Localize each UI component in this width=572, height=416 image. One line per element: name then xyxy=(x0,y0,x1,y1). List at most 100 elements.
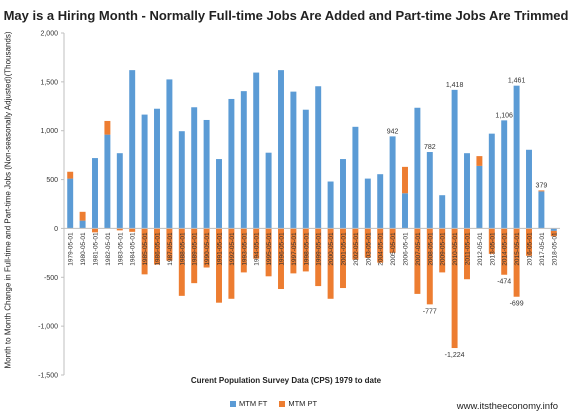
bar-pt xyxy=(203,228,210,268)
bar-pt xyxy=(464,228,470,280)
labels-group: 942 782 -777 1,418 -1,224 1,106 -474 1,461 -699 3… xyxy=(387,78,548,359)
bar-ft xyxy=(476,165,483,229)
bar-pt xyxy=(240,228,247,273)
bar-ft xyxy=(352,126,359,229)
legend-swatch-pt xyxy=(279,400,286,407)
y-tick-label: -1,500 xyxy=(38,373,58,380)
bar-pt xyxy=(216,228,222,303)
bar-ft xyxy=(104,134,111,229)
legend-swatch-ft xyxy=(230,400,236,407)
chart-title: May is a Hiring Month - Normally Full-ti… xyxy=(3,8,569,23)
bar-pt xyxy=(501,228,508,275)
x-tick-label: 2000-05-01 xyxy=(328,232,335,266)
bar-pt xyxy=(402,166,408,194)
bar-pt xyxy=(340,228,346,289)
bar-ft xyxy=(240,91,247,229)
x-tick-label: 2002-05-01 xyxy=(353,232,360,266)
data-label: 1,418 xyxy=(446,82,464,89)
x-tick-label: 2015-05-01 xyxy=(514,232,521,266)
x-tick-label: 1998-05-01 xyxy=(303,232,310,266)
x-tick-label: 1990-05-01 xyxy=(204,232,211,266)
x-tick-label: 1988-05-01 xyxy=(179,232,186,266)
x-tick-label: 2011-05-01 xyxy=(465,232,472,265)
x-tick-label: 2013-05-01 xyxy=(489,232,496,266)
bar-pt xyxy=(265,228,272,277)
x-tick-label: 1986-05-01 xyxy=(155,232,162,266)
y-tick-label: 0 xyxy=(54,226,58,233)
x-tick-label: 1995-05-01 xyxy=(266,232,273,266)
bar-ft xyxy=(513,85,520,229)
legend-label-ft: MTM FT xyxy=(239,399,268,408)
bar-ft xyxy=(191,107,198,229)
bar-pt xyxy=(290,228,297,274)
bar-ft xyxy=(92,158,98,229)
bar-ft xyxy=(451,89,458,229)
bar-pt xyxy=(488,228,495,254)
bar-ft xyxy=(488,133,495,229)
bar-pt xyxy=(513,228,520,297)
bar-pt xyxy=(377,228,384,263)
bar-pt xyxy=(67,171,74,179)
bar-pt xyxy=(439,228,446,273)
bar-ft xyxy=(265,152,272,229)
x-tick-label: 1996-05-01 xyxy=(279,232,286,266)
x-tick-label: 1991-05-01 xyxy=(217,232,224,266)
bar-ft xyxy=(538,191,545,229)
x-tick-label: 1985-05-01 xyxy=(142,232,149,266)
data-label: -1,224 xyxy=(445,352,465,359)
legend-item-ft: MTM FT xyxy=(230,399,267,408)
bar-pt xyxy=(166,228,173,261)
bar-ft xyxy=(67,178,74,229)
x-tick-label: 2004-05-01 xyxy=(378,232,385,266)
x-tick-label: 2016-05-01 xyxy=(527,232,534,266)
x-tick-label: 2009-05-01 xyxy=(440,232,447,266)
x-tick-label: 2018-05-01 xyxy=(551,232,558,266)
y-tick-label: -1,000 xyxy=(38,324,58,331)
bar-ft xyxy=(253,72,260,229)
x-tick-label: 1982-05-01 xyxy=(105,232,112,266)
data-label: -699 xyxy=(510,301,524,308)
x-tick-label: 2003-05-01 xyxy=(365,232,372,266)
x-tick-label: 2014-05-01 xyxy=(502,232,509,266)
bar-pt xyxy=(476,156,483,166)
bar-pt xyxy=(550,230,557,237)
x-tick-label: 1994-05-01 xyxy=(254,232,261,266)
data-label: 379 xyxy=(536,182,548,189)
bar-pt xyxy=(426,228,433,305)
bar-pt xyxy=(191,228,198,284)
bar-pt xyxy=(116,228,123,231)
bar-ft xyxy=(116,153,123,229)
x-tick-label: 1983-05-01 xyxy=(117,232,124,266)
bar-ft xyxy=(550,228,557,231)
data-label: 1,461 xyxy=(508,78,526,85)
bar-pt xyxy=(278,228,284,290)
bar-pt xyxy=(538,190,545,192)
bar-ft xyxy=(228,98,235,229)
bar-pt xyxy=(352,228,359,260)
x-axis-label: Curent Population Survey Data (CPS) 1979… xyxy=(190,376,382,385)
y-tick-label: -500 xyxy=(44,275,58,282)
x-tick-label: 1981-05-01 xyxy=(93,232,100,266)
x-tick-label: 2006-05-01 xyxy=(403,232,410,266)
x-tick-label: 1997-05-01 xyxy=(291,232,298,266)
bar-ft xyxy=(377,174,384,229)
y-tick-label: 1,500 xyxy=(40,79,58,86)
x-tick-label: 2012-05-01 xyxy=(477,232,484,266)
x-tick-label: 1987-05-01 xyxy=(167,232,174,266)
bar-pt xyxy=(154,228,160,265)
data-label: -474 xyxy=(497,279,511,286)
x-tick-label: 1993-05-01 xyxy=(241,232,248,266)
bar-ft xyxy=(203,119,210,229)
x-tick-label: 1984-05-01 xyxy=(130,232,137,266)
bar-pt xyxy=(327,228,334,299)
bar-ft xyxy=(178,131,185,229)
bar-pt xyxy=(451,228,458,349)
bar-pt xyxy=(414,228,421,294)
bar-ft xyxy=(364,178,371,229)
y-tick-label: 1,000 xyxy=(40,128,58,135)
bar-ft xyxy=(278,70,284,229)
y-tick-label: 2,000 xyxy=(40,31,58,38)
bar-pt xyxy=(104,120,111,135)
bar-pt xyxy=(129,228,136,232)
